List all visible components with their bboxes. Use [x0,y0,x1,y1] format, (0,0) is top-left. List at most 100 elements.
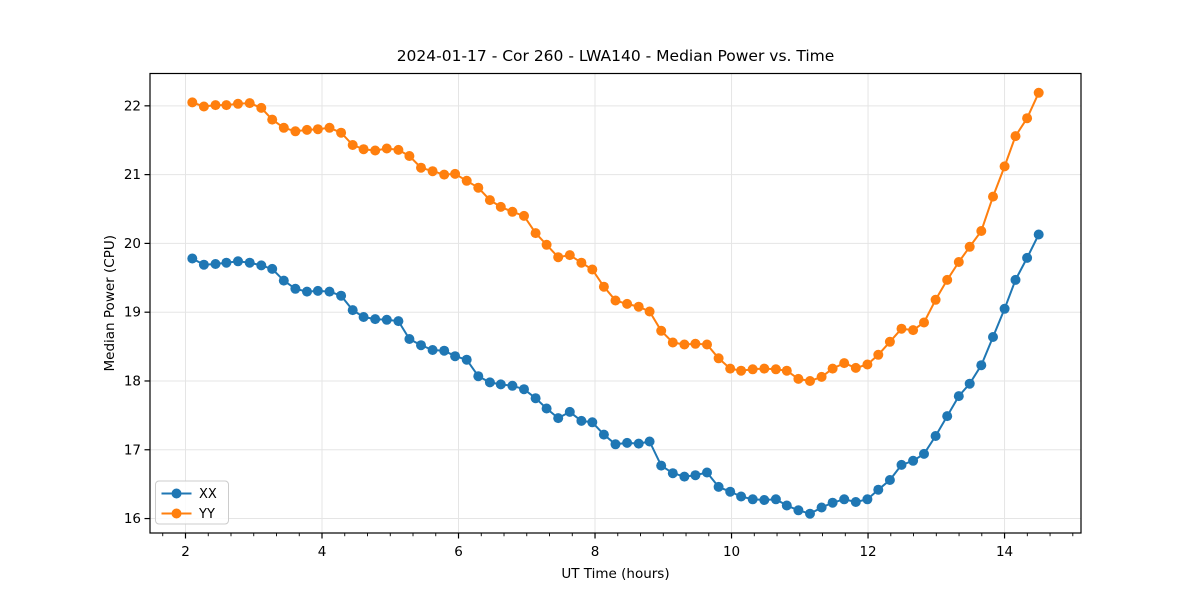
data-point-xx [336,290,347,301]
legend-marker-xx-icon [171,488,182,499]
data-point-xx [450,351,461,362]
data-point-xx [713,481,724,492]
data-point-yy [347,140,358,150]
data-point-yy [793,373,804,384]
data-point-yy [507,206,518,217]
chart-title: 2024-01-17 - Cor 260 - LWA140 - Median P… [397,47,835,65]
data-point-xx [610,439,621,450]
data-point-xx [576,415,587,426]
data-point-yy [187,97,198,108]
data-point-yy [576,257,587,268]
data-point-yy [358,144,369,155]
legend-marker-yy-icon [171,508,182,519]
x-tick-label-10: 10 [723,544,740,560]
data-point-xx [759,495,770,505]
data-point-xx [347,305,358,316]
data-point-xx [747,494,758,505]
data-point-yy [919,317,929,328]
data-point-yy [816,371,827,382]
data-point-xx [278,275,289,286]
data-point-xx [896,459,907,470]
data-point-yy [450,168,461,179]
data-point-yy [862,359,873,370]
data-point-yy [850,362,861,373]
data-point-xx [507,380,518,391]
x-tick-label-4: 4 [318,544,327,560]
y-tick-label-17: 17 [124,442,141,458]
data-point-xx [495,379,506,390]
tick-layer: 2 4 6 8 10 12 14 16 17 18 19 20 21 22 [124,98,1074,560]
data-point-yy [324,122,335,133]
data-point-xx [702,467,712,478]
data-point-xx [862,494,873,505]
data-point-yy [210,100,221,111]
data-point-xx [519,384,529,395]
data-point-yy [564,250,575,261]
data-point-xx [827,497,838,508]
data-point-xx [644,436,655,447]
data-point-yy [644,306,655,317]
data-point-yy [302,124,312,135]
data-point-xx [656,460,667,471]
data-point-xx [370,314,381,325]
data-point-yy [930,294,941,305]
x-tick-label-6: 6 [454,544,463,560]
data-point-xx [942,411,953,422]
data-point-xx [302,286,312,297]
data-point-xx [976,360,987,371]
legend-entry-yy: YY [161,507,215,522]
data-point-xx [267,263,278,274]
series-line-yy [191,91,1040,382]
data-point-yy [495,201,506,212]
y-tick-label-20: 20 [124,236,141,252]
data-point-yy [896,323,907,334]
data-point-yy [198,101,209,112]
data-point-xx [1033,229,1044,240]
data-point-xx [793,505,804,516]
x-tick-label-8: 8 [591,544,600,560]
data-point-xx [964,378,975,389]
data-point-xx [358,312,369,322]
data-point-yy [598,281,609,292]
data-point-xx [187,253,198,264]
y-tick-label-19: 19 [124,305,141,321]
data-point-yy [484,195,495,206]
data-point-yy [964,241,975,252]
data-point-yy [267,114,278,125]
legend-box [155,480,229,525]
data-point-yy [221,100,232,111]
data-point-xx [324,286,335,297]
data-point-xx [564,406,575,417]
data-point-yy [805,376,815,386]
data-layer [187,87,1044,519]
data-point-yy [725,363,736,374]
data-point-yy [942,274,953,285]
data-point-xx [427,345,438,355]
data-point-yy [312,124,323,135]
data-point-yy [953,257,964,267]
data-point-xx [598,429,609,440]
data-point-xx [393,316,404,327]
x-tick-label-14: 14 [996,544,1013,560]
data-point-xx [690,470,701,481]
data-point-xx [999,303,1010,314]
data-point-yy [244,98,255,109]
data-point-yy [290,126,301,137]
data-point-yy [278,122,289,133]
data-point-yy [622,298,633,309]
data-point-yy [770,364,781,375]
data-point-yy [759,363,770,374]
data-point-xx [805,508,815,519]
data-point-yy [553,252,564,263]
data-point-xx [770,494,781,505]
data-point-xx [667,468,678,479]
data-point-yy [839,358,850,369]
grid-layer [150,73,1081,533]
y-tick-label-16: 16 [124,511,141,527]
data-point-yy [827,363,838,374]
data-point-yy [416,162,426,173]
data-point-yy [473,182,484,193]
data-point-yy [988,191,998,202]
data-point-xx [850,497,861,507]
